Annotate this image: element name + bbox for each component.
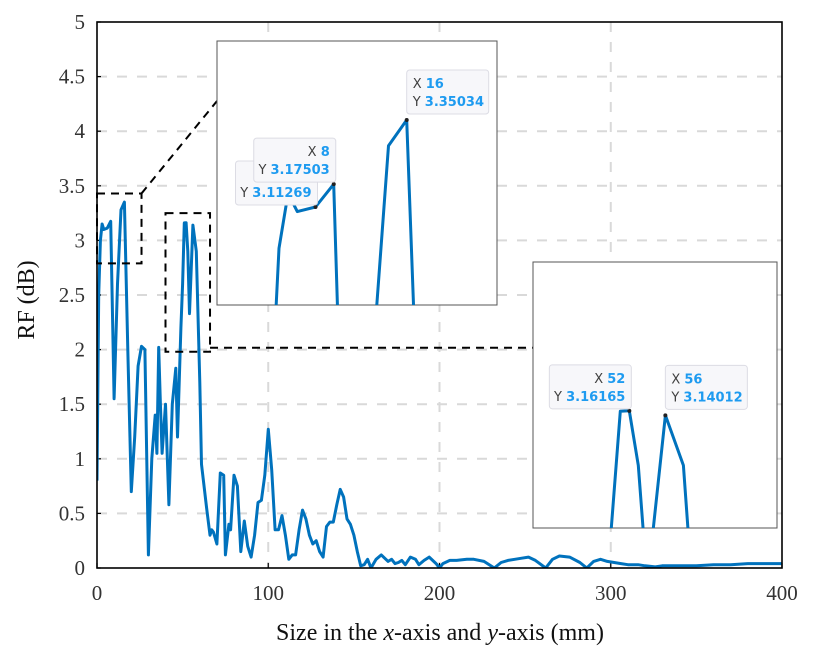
datatip-y-label: Y <box>553 390 566 405</box>
datatip-y-label: Y <box>257 163 270 178</box>
x-axis-title-part: -axis (mm) <box>498 620 604 646</box>
datatip-box <box>664 364 748 410</box>
datatip-y: Y 3.11269 <box>239 186 311 201</box>
x-tick-label: 200 <box>424 581 456 605</box>
datatip-box <box>253 137 337 183</box>
x-axis-title: Size in the x-axis and y-axis (mm) <box>276 620 604 646</box>
zoom-indicators <box>96 100 533 353</box>
rf-series-line <box>97 200 782 568</box>
y-tick-label: 1 <box>75 447 86 471</box>
datatip[interactable]: X 52 Y 3.16165 <box>548 364 632 413</box>
datatip-x: X 8 <box>308 145 330 160</box>
datatip-y-value: 3.11269 <box>252 186 311 201</box>
datatip-x-value: 16 <box>426 77 444 92</box>
datatip-marker <box>663 413 668 418</box>
datatip[interactable]: X 56Y 3.14012 <box>663 364 748 418</box>
datatip-y-value: 3.16165 <box>566 390 625 405</box>
y-axis-ticks: 0 0.5 1 1.5 2 2.5 3 3.5 4 4.5 5 <box>59 10 101 580</box>
datatip-y-value: 3.35034 <box>425 95 484 110</box>
datatip-x-label: X <box>594 372 607 387</box>
y-tick-label: 3 <box>75 228 86 252</box>
datatip-box <box>548 364 632 410</box>
datatip-marker <box>331 182 336 187</box>
datatip-x-label: X <box>413 77 426 92</box>
datatip-x-value: 56 <box>684 372 702 387</box>
datatip-y: Y 3.14012 <box>670 390 742 405</box>
zoom-connector-1 <box>140 100 218 195</box>
datatip-y-value: 3.14012 <box>683 390 742 405</box>
y-tick-label: 3.5 <box>59 174 85 198</box>
x-tick-label: 0 <box>92 581 103 605</box>
datatip-y-label: Y <box>670 390 683 405</box>
x-axis-ticks: 0 100 200 300 400 <box>92 563 798 605</box>
x-tick-label: 100 <box>253 581 285 605</box>
datatip-y: Y 3.17503 <box>257 163 329 178</box>
datatip[interactable]: X 8 Y 3.17503 <box>253 137 337 187</box>
y-tick-label: 5 <box>75 10 86 34</box>
datatip-x-value: 8 <box>321 145 330 160</box>
zoom-source-box-2 <box>164 212 212 353</box>
x-tick-label: 300 <box>595 581 627 605</box>
y-tick-label: 0.5 <box>59 501 85 525</box>
y-tick-label: 2.5 <box>59 283 85 307</box>
datatip-box <box>406 69 490 115</box>
datatip-marker <box>627 408 632 413</box>
x-axis-title-part: -axis and <box>394 620 487 646</box>
x-tick-label: 400 <box>766 581 798 605</box>
axes-frame <box>96 21 783 569</box>
y-tick-label: 1.5 <box>59 392 85 416</box>
x-axis-title-part: y <box>485 620 498 646</box>
datatip-y: Y 3.16165 <box>553 390 625 405</box>
datatip[interactable]: X 16Y 3.35034 <box>404 69 490 122</box>
datatip-marker <box>313 204 318 209</box>
datatip-x: X 56 <box>671 372 702 387</box>
datatip-y-label: Y <box>412 95 425 110</box>
datatip-y: Y 3.35034 <box>412 95 484 110</box>
y-axis-title: RF (dB) <box>14 260 40 339</box>
x-axis-title-part: x <box>382 620 394 646</box>
y-tick-label: 4 <box>75 119 86 143</box>
y-tick-label: 4.5 <box>59 65 85 89</box>
datatip-y-value: 3.17503 <box>271 163 330 178</box>
y-tick-label: 2 <box>75 338 86 362</box>
datatip-x: X 52 <box>594 372 625 387</box>
datatip-x-label: X <box>308 145 321 160</box>
datatip-y-label: Y <box>239 186 252 201</box>
datatip-marker <box>404 117 409 122</box>
datatip-x: X 16 <box>413 77 444 92</box>
datatip-x-label: X <box>671 372 684 387</box>
datatip-x-value: 52 <box>607 372 625 387</box>
y-tick-label: 0 <box>75 556 86 580</box>
x-axis-title-part: Size in the <box>276 620 383 646</box>
